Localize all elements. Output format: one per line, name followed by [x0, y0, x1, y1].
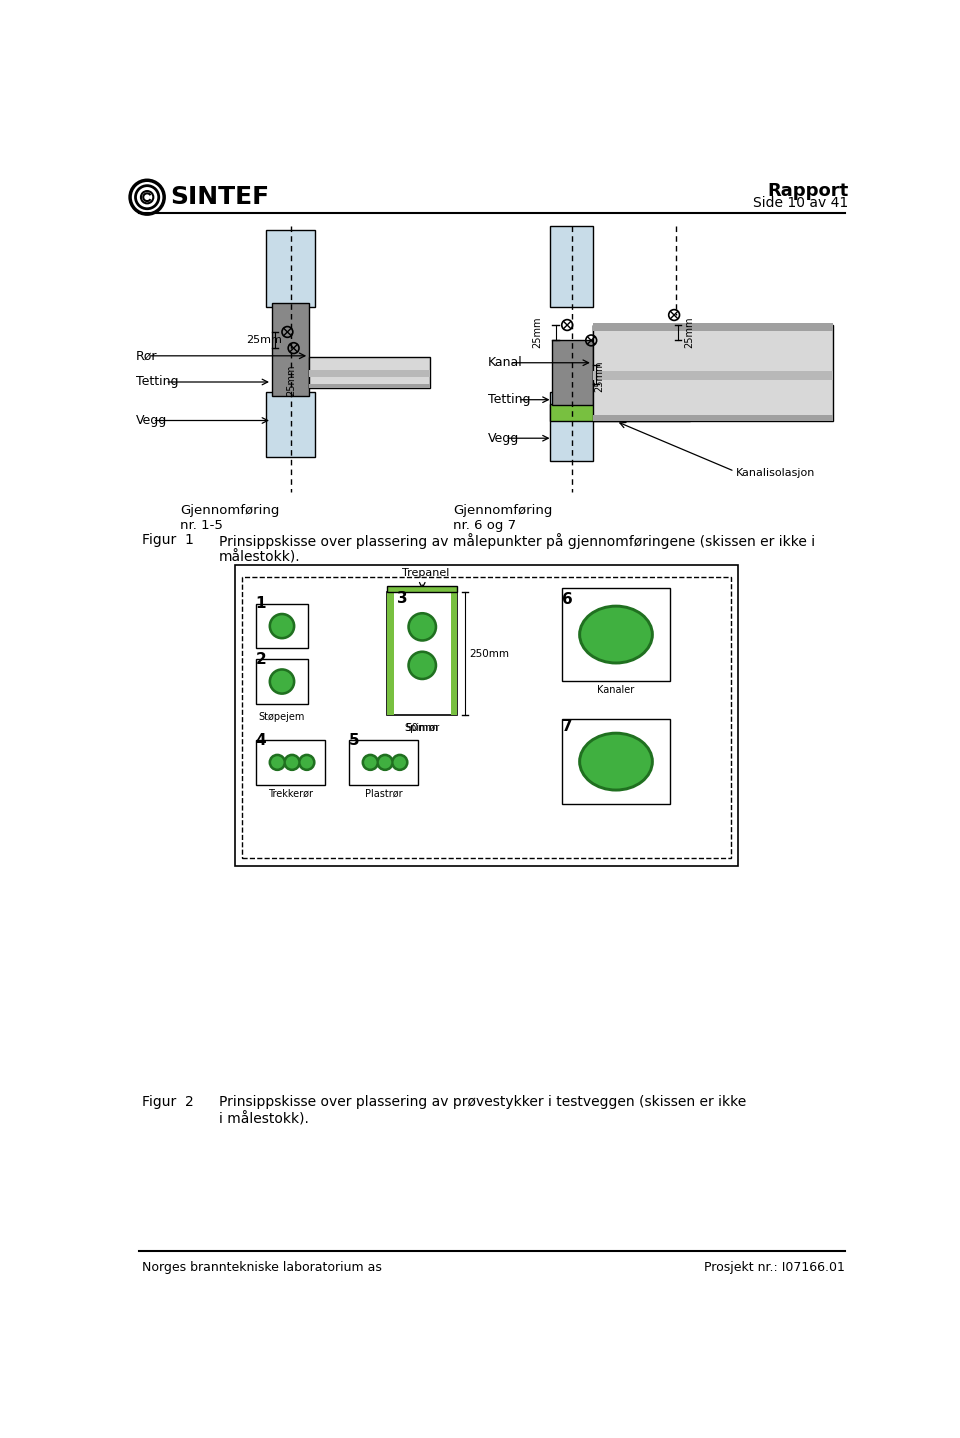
Bar — [255, 604, 308, 649]
Text: 6: 6 — [562, 592, 572, 607]
Text: Side 10 av 41: Side 10 av 41 — [754, 196, 849, 210]
Circle shape — [299, 755, 315, 771]
Text: 3: 3 — [396, 591, 407, 605]
Bar — [243, 577, 731, 858]
Circle shape — [270, 755, 285, 771]
Circle shape — [363, 755, 378, 771]
Bar — [592, 371, 833, 381]
Circle shape — [270, 614, 295, 638]
Text: Rør: Rør — [135, 349, 157, 362]
Bar — [592, 324, 833, 331]
Text: Kanaler: Kanaler — [597, 684, 635, 695]
Circle shape — [394, 756, 406, 768]
Circle shape — [271, 756, 283, 768]
Bar — [255, 741, 325, 785]
Text: Kanal: Kanal — [488, 357, 523, 370]
Ellipse shape — [579, 733, 653, 791]
Text: Plastrør: Plastrør — [365, 788, 402, 798]
Bar — [255, 659, 308, 703]
Bar — [309, 371, 430, 377]
Circle shape — [270, 669, 295, 695]
Text: Tetting: Tetting — [488, 393, 531, 406]
Circle shape — [284, 755, 300, 771]
Text: 1: 1 — [255, 597, 266, 611]
Text: Tetting: Tetting — [135, 375, 178, 388]
Bar — [592, 325, 833, 421]
Text: 25mm: 25mm — [533, 316, 542, 348]
Bar — [552, 339, 592, 406]
Text: 4: 4 — [255, 733, 266, 748]
Ellipse shape — [579, 605, 653, 663]
Circle shape — [408, 651, 436, 679]
Text: Prinsippskisse over plassering av prøvestykker i testveggen (skissen er ikke: Prinsippskisse over plassering av prøves… — [219, 1094, 747, 1109]
Bar — [234, 565, 738, 866]
Bar — [562, 719, 670, 804]
Ellipse shape — [581, 735, 651, 788]
Text: 25mm: 25mm — [247, 335, 282, 345]
Text: 7: 7 — [562, 719, 572, 735]
Text: 25mm: 25mm — [286, 365, 297, 397]
Text: Spinrør: Spinrør — [404, 723, 440, 733]
Text: Trepanel: Trepanel — [402, 568, 450, 578]
Text: Prosjekt nr.: I07166.01: Prosjekt nr.: I07166.01 — [704, 1261, 845, 1274]
Circle shape — [300, 756, 313, 768]
Bar — [388, 592, 457, 716]
Text: Figur  2: Figur 2 — [142, 1094, 194, 1109]
Text: Figur  1: Figur 1 — [142, 533, 194, 546]
Circle shape — [271, 615, 293, 637]
Bar — [309, 358, 430, 388]
Bar — [562, 588, 670, 680]
Bar — [550, 404, 689, 421]
Bar — [550, 393, 592, 462]
Circle shape — [408, 613, 436, 641]
Text: Gjennomføring
nr. 6 og 7: Gjennomføring nr. 6 og 7 — [453, 503, 553, 532]
Bar — [388, 587, 457, 592]
Circle shape — [271, 670, 293, 692]
Bar — [592, 416, 833, 421]
Bar — [266, 230, 315, 308]
Text: Norges branntekniske laboratorium as: Norges branntekniske laboratorium as — [142, 1261, 381, 1274]
Circle shape — [392, 755, 408, 771]
Text: Vegg: Vegg — [135, 414, 167, 427]
Circle shape — [379, 756, 392, 768]
Bar — [388, 592, 394, 716]
Text: 250mm: 250mm — [468, 649, 509, 659]
Text: 25mm: 25mm — [684, 316, 694, 348]
Bar — [592, 325, 689, 342]
Circle shape — [410, 653, 435, 677]
Bar — [266, 393, 315, 457]
Text: målestokk).: målestokk). — [219, 549, 300, 564]
Circle shape — [410, 614, 435, 638]
Bar — [550, 226, 592, 308]
Text: Vegg: Vegg — [488, 431, 519, 444]
Text: 5: 5 — [348, 733, 359, 748]
Bar — [272, 303, 309, 395]
Text: Gjennomføring
nr. 1-5: Gjennomføring nr. 1-5 — [180, 503, 279, 532]
Ellipse shape — [581, 608, 651, 661]
Bar — [451, 592, 457, 716]
Bar — [348, 741, 419, 785]
Text: Støpejem: Støpejem — [259, 712, 305, 722]
Circle shape — [377, 755, 393, 771]
Text: Rapport: Rapport — [767, 181, 849, 200]
Text: Kanalisolasjon: Kanalisolasjon — [736, 467, 815, 477]
Circle shape — [286, 756, 299, 768]
Text: Trekkerør: Trekkerør — [268, 788, 313, 798]
Text: 2: 2 — [255, 651, 266, 667]
Text: 50mm: 50mm — [405, 723, 439, 733]
Bar — [309, 384, 430, 388]
Circle shape — [364, 756, 376, 768]
Text: SINTEF: SINTEF — [170, 186, 270, 209]
Text: i målestokk).: i målestokk). — [219, 1112, 309, 1126]
Text: 25mm: 25mm — [594, 361, 604, 393]
Text: Prinsippskisse over plassering av målepunkter på gjennomføringene (skissen er ik: Prinsippskisse over plassering av målepu… — [219, 533, 815, 549]
